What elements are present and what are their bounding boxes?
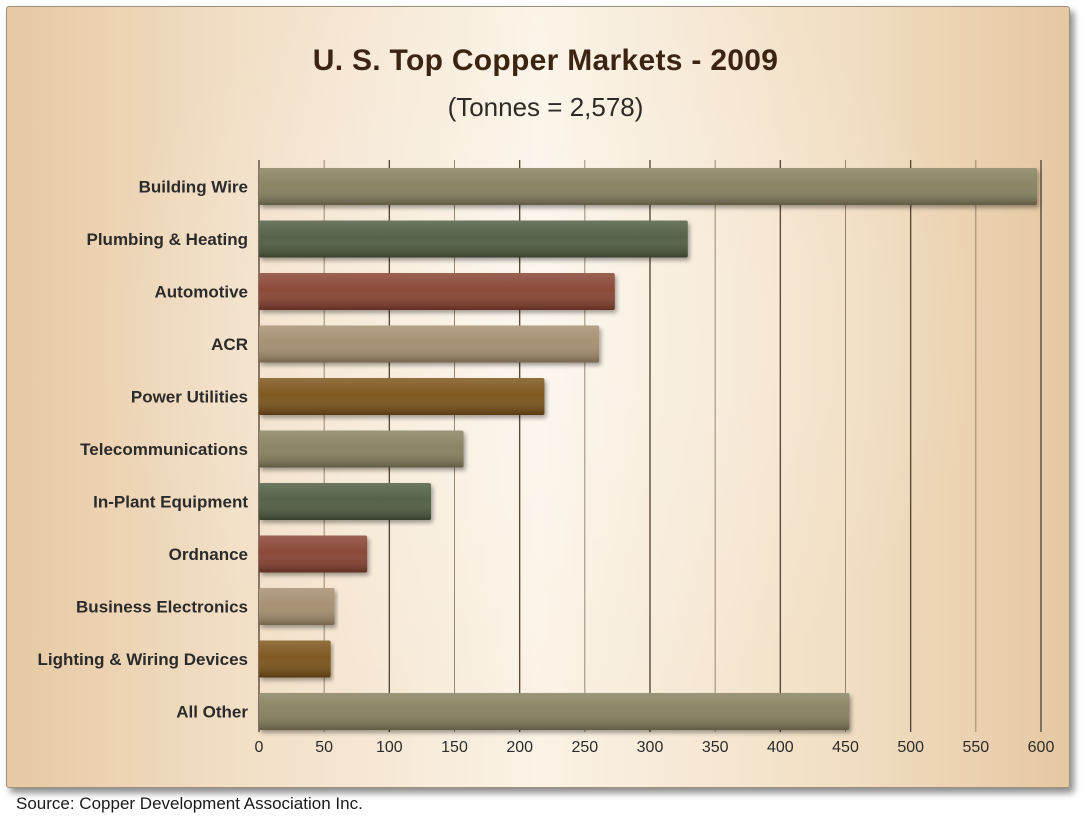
x-tick-label: 500 <box>897 739 924 756</box>
bar-shine <box>259 220 688 258</box>
bar-shine <box>259 430 464 468</box>
bar <box>259 168 1038 205</box>
bar-shine <box>259 640 331 678</box>
bar <box>259 693 850 730</box>
x-tick-label: 400 <box>767 739 794 756</box>
bar <box>259 378 545 415</box>
x-tick-labels: 0 50 100 150 200 250 300 350 400 450 500 550 600 <box>255 739 1055 756</box>
source-note: Source: Copper Development Association I… <box>16 794 363 813</box>
category-label: ACR <box>211 335 248 354</box>
chart-panel <box>6 6 1070 788</box>
bar-shine <box>259 693 850 730</box>
category-label: Automotive <box>155 283 249 302</box>
bars <box>259 168 1038 730</box>
category-label: Ordnance <box>169 545 248 564</box>
bar <box>259 483 432 520</box>
bar-shine <box>259 588 335 625</box>
bar <box>259 325 600 363</box>
category-label: Lighting & Wiring Devices <box>38 650 248 669</box>
bar <box>259 588 335 625</box>
category-label: Business Electronics <box>76 598 248 617</box>
x-tick-label: 300 <box>637 739 664 756</box>
category-label: Building Wire <box>139 178 248 197</box>
category-labels: Building Wire Plumbing & Heating Automotiv… <box>38 178 249 722</box>
category-label: In-Plant Equipment <box>93 493 248 512</box>
category-label: Plumbing & Heating <box>87 230 249 249</box>
bar <box>259 273 615 310</box>
chart-title: U. S. Top Copper Markets - 2009 <box>312 44 779 77</box>
x-tick-label: 350 <box>702 739 729 756</box>
x-tick-label: 450 <box>832 739 859 756</box>
x-tick-label: 600 <box>1028 739 1055 756</box>
bar-shine <box>259 378 545 415</box>
bar <box>259 535 368 573</box>
bar-shine <box>259 535 368 573</box>
x-tick-label: 150 <box>441 739 468 756</box>
x-tick-label: 550 <box>962 739 989 756</box>
chart-subtitle: (Tonnes = 2,578) <box>447 92 644 122</box>
category-label: All Other <box>176 703 248 722</box>
x-tick-label: 250 <box>571 739 598 756</box>
category-label: Power Utilities <box>131 388 248 407</box>
x-tick-label: 100 <box>376 739 403 756</box>
bar <box>259 640 331 678</box>
bar <box>259 220 688 258</box>
x-tick-label: 50 <box>315 739 333 756</box>
bar-shine <box>259 273 615 310</box>
category-label: Telecommunications <box>80 440 248 459</box>
bar-shine <box>259 168 1038 205</box>
bar-shine <box>259 325 600 363</box>
x-tick-label: 200 <box>506 739 533 756</box>
bar <box>259 430 464 468</box>
bar-shine <box>259 483 432 520</box>
x-tick-label: 0 <box>255 739 264 756</box>
